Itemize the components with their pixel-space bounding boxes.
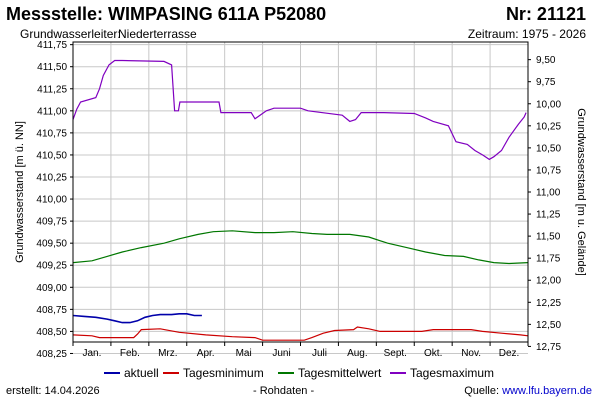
y-tick-label: 408,75 (36, 305, 67, 316)
y-tick-label: 409,25 (36, 261, 67, 272)
aquifer-value: Niederterrasse (118, 27, 197, 41)
plot-frame (72, 41, 529, 343)
y-axis-title: Grundwasserstand [m ü. NN] (14, 121, 26, 263)
y-axis-title-right: Grundwasserstand [m u. Gelände] (575, 108, 587, 276)
y-right-tick-label: 11,25 (536, 210, 561, 221)
y-tick-label: 411,00 (37, 106, 67, 117)
legend: aktuell Tagesminimum Tagesmittelwert Tag… (0, 366, 600, 382)
x-tick-label: Jan. (83, 348, 102, 359)
aquifer-label: Grundwasserleiter: (20, 27, 121, 41)
y-right-tick-label: 9,50 (536, 55, 556, 66)
legend-label-minimum: Tagesminimum (183, 366, 264, 380)
source: Quelle: www.lfu.bayern.de (464, 385, 592, 397)
legend-label-maximum: Tagesmaximum (410, 366, 495, 380)
x-tick-label: Juli (312, 348, 327, 359)
x-tick-label: Nov. (461, 348, 481, 359)
period-label: Zeitraum: 1975 - 2026 (467, 27, 586, 41)
legend-label-mittel: Tagesmittelwert (298, 366, 382, 380)
y-tick-label: 408,50 (36, 327, 67, 338)
station-title: Messstelle: WIMPASING 611A P52080 (6, 4, 327, 24)
legend-item-maximum: Tagesmaximum (390, 366, 494, 380)
series-line-minimum (72, 326, 529, 341)
legend-item-aktuell: aktuell (104, 366, 159, 380)
y-right-tick-label: 11,75 (536, 254, 561, 265)
series-line-mittel (72, 230, 529, 265)
source-label: Quelle: (464, 385, 500, 397)
y-right-tick-label: 10,75 (536, 165, 561, 176)
y-right-tick-label: 10,00 (536, 99, 561, 110)
y-right-tick-label: 10,50 (536, 143, 561, 154)
x-tick-label: Apr. (197, 348, 215, 359)
x-tick-label: Sept. (384, 348, 407, 359)
y-right-tick-label: 12,75 (536, 342, 561, 353)
legend-swatch-aktuell (104, 372, 120, 374)
x-tick-label: Dez. (499, 348, 520, 359)
legend-item-minimum: Tagesminimum (163, 366, 264, 380)
y-tick-label: 411,50 (37, 62, 67, 73)
y-right-tick-label: 9,75 (536, 77, 556, 88)
x-tick-label: Mai (236, 348, 252, 359)
y-tick-label: 411,25 (37, 84, 67, 95)
x-tick-label: Mrz. (158, 348, 177, 359)
station-number: Nr: 21121 (505, 4, 586, 24)
series-line-maximum (72, 59, 527, 161)
y-right-tick-label: 12,25 (536, 298, 561, 309)
y-tick-label: 410,50 (36, 150, 67, 161)
series-line-aktuell (72, 312, 202, 324)
raw-data-note: - Rohdaten - (253, 385, 315, 397)
y-right-tick-label: 12,50 (536, 320, 561, 331)
legend-swatch-mittel (278, 372, 294, 374)
legend-item-mittel: Tagesmittelwert (278, 366, 381, 380)
x-tick-label: Okt. (424, 348, 442, 359)
created-date: erstellt: 14.04.2026 (6, 385, 100, 397)
source-link[interactable]: www.lfu.bayern.de (502, 385, 592, 397)
y-tick-label: 410,25 (36, 173, 67, 184)
y-tick-label: 411,75 (37, 40, 67, 51)
y-tick-label: 408,25 (36, 349, 67, 360)
y-right-tick-label: 11,50 (536, 232, 561, 243)
y-right-tick-label: 11,00 (536, 188, 561, 199)
legend-swatch-maximum (390, 372, 406, 374)
y-tick-label: 410,00 (36, 195, 67, 206)
x-tick-label: Juni (272, 348, 290, 359)
x-tick-label: Aug. (347, 348, 368, 359)
y-right-tick-label: 12,00 (536, 276, 561, 287)
y-right-tick-label: 10,25 (536, 121, 561, 132)
legend-swatch-minimum (163, 372, 179, 374)
y-tick-label: 410,75 (36, 128, 67, 139)
y-tick-label: 409,50 (36, 239, 67, 250)
y-tick-label: 409,75 (36, 217, 67, 228)
y-tick-label: 409,00 (36, 283, 67, 294)
legend-label-aktuell: aktuell (124, 366, 159, 380)
x-tick-label: Feb. (120, 348, 140, 359)
